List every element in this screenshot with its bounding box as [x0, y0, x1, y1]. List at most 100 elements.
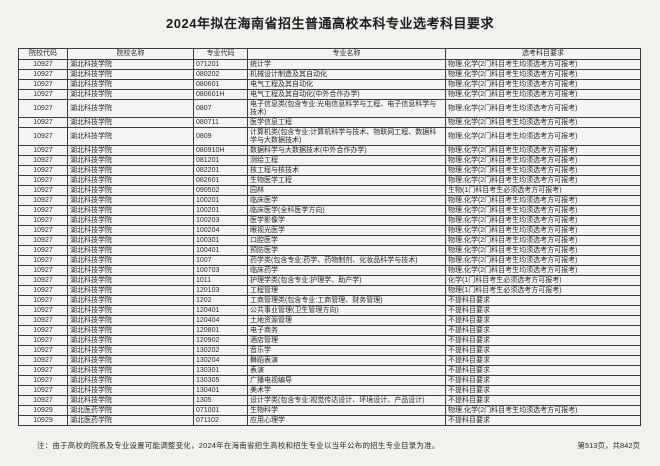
- cell-major-name: 计算机类(包含专业:计算机科学与技术、物联网工程、数据科学与大数据技术): [247, 127, 446, 146]
- cell-major-name: 美术学: [247, 385, 446, 396]
- cell-requirement: 物理,化学(2门科目考生均须选考方可报考): [445, 225, 641, 236]
- cell-major-name: 广播电视编导: [247, 375, 446, 386]
- cell-major-name: 统计学: [247, 59, 446, 70]
- cell-requirement: 化学(1门科目考生必须选考方可报考): [445, 275, 641, 286]
- cell-major-code: 120801: [193, 325, 248, 336]
- document-page: 2024年拟在海南省招生普通高校本科专业选考科目要求 院校代码 院校名称 专业代码专…: [0, 0, 660, 450]
- cell-major-name: 电气工程及其自动化(中外合作办学): [247, 89, 446, 100]
- cell-requirement: 物理,化学(2门科目考生均须选考方可报考): [445, 235, 641, 246]
- cell-requirement: 物理(1门科目考生必须选考方可报考): [445, 285, 641, 296]
- cell-college-code: 10927: [18, 145, 68, 156]
- cell-requirement: 不提科目要求: [445, 365, 641, 376]
- cell-requirement: 物理,化学(2门科目考生均须选考方可报考): [445, 117, 641, 128]
- table-row: 10927 湖北科技学院 130202 音乐学 不提科目要求: [18, 345, 641, 356]
- cell-major-name: 药学类(包含专业:药学、药物制剂、化妆品科学与技术): [247, 255, 446, 266]
- cell-college-name: 湖北科技学院: [67, 375, 194, 386]
- cell-college-name: 湖北科技学院: [67, 315, 194, 326]
- table-row: 10927 湖北科技学院 0809 计算机类(包含专业:计算机科学与技术、物联网工程、…: [18, 127, 641, 146]
- cell-college-name: 湖北科技学院: [67, 145, 194, 156]
- table-row: 10927 湖北科技学院 120801 电子商务 不提科目要求: [18, 325, 641, 336]
- cell-college-code: 10927: [18, 345, 68, 356]
- cell-major-code: 080601: [193, 79, 248, 90]
- cell-college-name: 湖北科技学院: [67, 89, 194, 100]
- page-title: 2024年拟在海南省招生普通高校本科专业选考科目要求: [166, 16, 494, 31]
- cell-major-code: 082201: [193, 165, 248, 176]
- cell-major-code: 120103: [193, 285, 248, 296]
- cell-college-name: 湖北科技学院: [67, 225, 194, 236]
- cell-college-name: 湖北科技学院: [67, 155, 194, 166]
- cell-college-code: 10927: [18, 235, 68, 246]
- cell-college-code: 10927: [18, 89, 68, 100]
- cell-college-code: 10927: [18, 155, 68, 166]
- table-header-row: 院校代码 院校名称 专业代码 专业名称 选考科目要求: [18, 48, 641, 60]
- cell-requirement: 不提科目要求: [445, 345, 641, 356]
- cell-requirement: 物理,化学(2门科目考生均须选考方可报考): [445, 59, 641, 70]
- cell-major-code: 080202: [193, 69, 248, 80]
- footer-note: 注：由于高校的院系及专业设置可能调整变化，2024年在海南省招生高校和招生专业以…: [37, 441, 440, 450]
- cell-college-code: 10927: [18, 195, 68, 206]
- cell-college-code: 10927: [18, 59, 68, 70]
- cell-major-name: 设计学类(包含专业:视觉传达设计、环境设计、产品设计): [247, 395, 446, 406]
- cell-college-code: 10927: [18, 255, 68, 266]
- cell-major-name: 电气工程及其自动化: [247, 79, 446, 90]
- table-row: 10927 湖北科技学院 071201 统计学 物理,化学(2门科目考生均须选考方可报考…: [18, 59, 641, 70]
- cell-major-code: 100201: [193, 205, 248, 216]
- cell-major-name: 工程管理: [247, 285, 446, 296]
- cell-college-code: 10927: [18, 335, 68, 346]
- cell-college-code: 10927: [18, 325, 68, 336]
- cell-college-code: 10927: [18, 79, 68, 90]
- cell-major-code: 1011: [193, 275, 248, 286]
- cell-requirement: 物理,化学(2门科目考生均须选考方可报考): [445, 205, 641, 216]
- table-row: 10927 湖北科技学院 120103 工程管理 物理(1门科目考生必须选考方可报考): [18, 285, 641, 296]
- cell-major-code: 100201: [193, 195, 248, 206]
- cell-major-code: 071201: [193, 59, 248, 70]
- cell-major-code: 100204: [193, 225, 248, 236]
- cell-major-name: 测绘工程: [247, 155, 446, 166]
- table-row: 10927 湖北科技学院 081201 测绘工程 物理,化学(2门科目考生均须选考方可报…: [18, 155, 641, 166]
- cell-major-code: 120902: [193, 335, 248, 346]
- cell-major-code: 130204: [193, 355, 248, 366]
- cell-major-name: 临床医学(全科医学方向): [247, 205, 446, 216]
- table-row: 10929 湖北医药学院 071001 生物科学 物理,化学(2门科目考生均须选考方可报…: [18, 405, 641, 416]
- table-row: 10927 湖北科技学院 080711 医学信息工程 物理,化学(2门科目考生均须选考方…: [18, 117, 641, 128]
- cell-college-code: 10927: [18, 355, 68, 366]
- cell-major-name: 护理学类(包含专业:护理学、助产学): [247, 275, 446, 286]
- cell-college-name: 湖北科技学院: [67, 395, 194, 406]
- cell-college-name: 湖北科技学院: [67, 325, 194, 336]
- header-cell-3: 专业名称: [247, 48, 446, 60]
- cell-major-code: 080910H: [193, 145, 248, 156]
- cell-college-code: 10927: [18, 285, 68, 296]
- cell-requirement: 不提科目要求: [445, 385, 641, 396]
- table-row: 10927 湖北科技学院 130204 舞蹈表演 不提科目要求: [18, 355, 641, 366]
- cell-requirement: 物理,化学(2门科目考生均须选考方可报考): [445, 69, 641, 80]
- table-row: 10927 湖北科技学院 100203 医学影像学 物理,化学(2门科目考生均须选考方可…: [18, 215, 641, 226]
- cell-requirement: 物理,化学(2门科目考生均须选考方可报考): [445, 195, 641, 206]
- cell-college-name: 湖北科技学院: [67, 365, 194, 376]
- cell-college-name: 湖北科技学院: [67, 245, 194, 256]
- cell-major-code: 130401: [193, 385, 248, 396]
- header-cell-1: 院校名称: [67, 48, 194, 60]
- cell-college-name: 湖北科技学院: [67, 335, 194, 346]
- cell-major-code: 080711: [193, 117, 248, 128]
- cell-requirement: 物理,化学(2门科目考生均须选考方可报考): [445, 265, 641, 276]
- cell-requirement: 不提科目要求: [445, 395, 641, 406]
- table-row: 10927 湖北科技学院 1007 药学类(包含专业:药学、药物制剂、化妆品科学与技术…: [18, 255, 641, 266]
- cell-major-code: 100301: [193, 235, 248, 246]
- cell-requirement: 物理,化学(2门科目考生均须选考方可报考): [445, 215, 641, 226]
- cell-major-name: 数据科学与大数据技术(中外合作办学): [247, 145, 446, 156]
- cell-college-name: 湖北科技学院: [67, 235, 194, 246]
- cell-college-name: 湖北科技学院: [67, 79, 194, 90]
- header-cell-2: 专业代码: [193, 48, 248, 60]
- cell-major-code: 100401: [193, 245, 248, 256]
- cell-major-name: 临床医学: [247, 195, 446, 206]
- cell-major-code: 130305: [193, 375, 248, 386]
- table-row: 10927 湖北科技学院 120401 公共事业管理(卫生管理方向) 不提科目要求: [18, 305, 641, 316]
- cell-college-code: 10927: [18, 127, 68, 146]
- cell-requirement: 不提科目要求: [445, 295, 641, 306]
- cell-major-code: 1202: [193, 295, 248, 306]
- cell-major-name: 眼视光医学: [247, 225, 446, 236]
- cell-requirement: 物理,化学(2门科目考生均须选考方可报考): [445, 405, 641, 416]
- table-row: 10927 湖北科技学院 120902 酒店管理 不提科目要求: [18, 335, 641, 346]
- table-row: 10927 湖北科技学院 082201 核工程与核技术 物理,化学(2门科目考生均须选考…: [18, 165, 641, 176]
- cell-major-name: 医学信息工程: [247, 117, 446, 128]
